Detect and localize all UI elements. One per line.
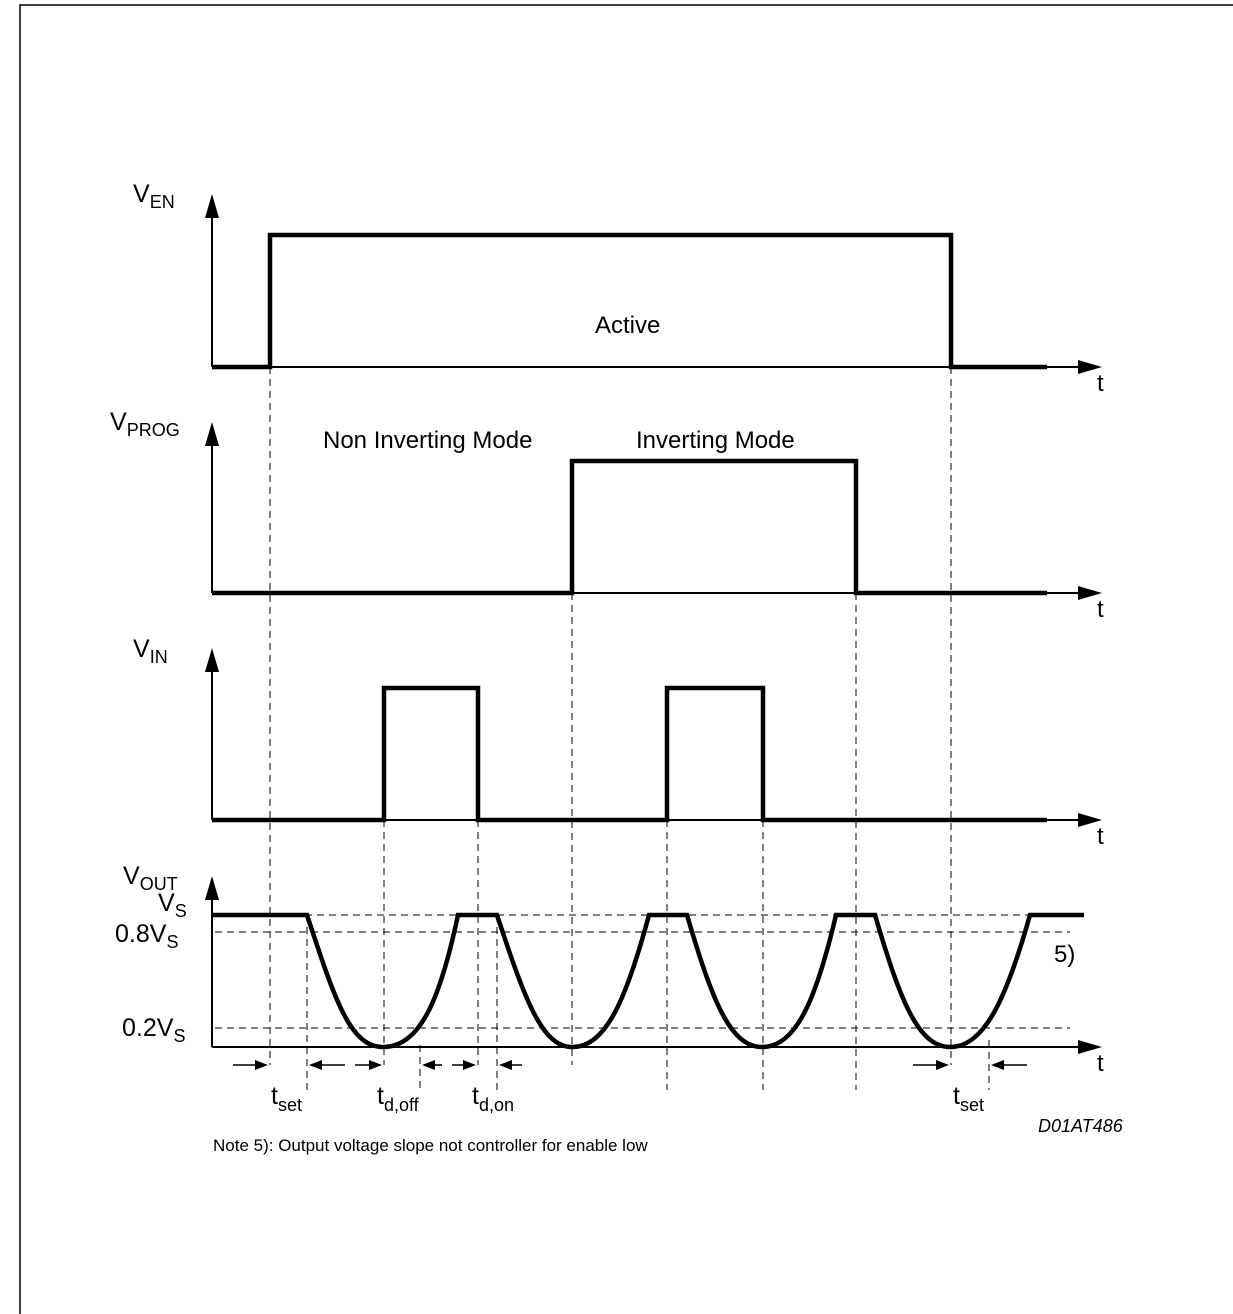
level-vs-label: VS	[158, 889, 187, 921]
tset-right-label: tset	[953, 1082, 984, 1115]
vout-y-arrow	[205, 876, 219, 900]
vprog-t-label: t	[1097, 596, 1104, 623]
vprog-trace	[212, 458, 1047, 596]
vin-t-label: t	[1097, 823, 1104, 850]
non-inverting-mode-label: Non Inverting Mode	[323, 427, 532, 454]
level-08vs-label: 0.8VS	[115, 920, 178, 952]
ven-trace	[212, 232, 1047, 370]
vout-trace	[212, 912, 1084, 1050]
ven-x-arrow	[1078, 360, 1102, 374]
tdoff-arrowhead-in	[369, 1060, 382, 1070]
vin-trace	[212, 685, 1047, 823]
note-ref-label: 5)	[1054, 941, 1075, 968]
tdon-label: td,on	[472, 1082, 514, 1115]
vin-x-arrow	[1078, 813, 1102, 827]
vin-y-arrow	[205, 648, 219, 672]
vprog-label: VPROG	[110, 408, 180, 440]
ven-y-arrow	[205, 194, 219, 218]
active-label: Active	[595, 312, 660, 339]
plot-vin: VIN t	[133, 635, 1104, 850]
tset-left-arrowhead-in	[255, 1060, 268, 1070]
vout-t-label: t	[1097, 1050, 1104, 1077]
tdon-arrowhead-out	[499, 1060, 512, 1070]
page-frame	[19, 4, 1233, 1314]
timing-guides	[215, 367, 1070, 1090]
timing-arrows	[233, 1060, 1027, 1070]
tset-right-arrowhead-in	[936, 1060, 949, 1070]
vout-label: VOUT	[123, 862, 178, 894]
tset-left-label: tset	[271, 1082, 302, 1115]
ven-label: VEN	[133, 180, 175, 212]
ven-t-label: t	[1097, 370, 1104, 397]
tdoff-label: td,off	[377, 1082, 420, 1115]
tset-right-arrowhead-out	[991, 1060, 1004, 1070]
vin-label: VIN	[133, 635, 168, 667]
vprog-x-arrow	[1078, 586, 1102, 600]
vprog-y-arrow	[205, 422, 219, 446]
plot-vout: VOUT t VS 0.8VS 0.2VS 5)	[115, 862, 1104, 1077]
tset-left-arrowhead-out	[309, 1060, 322, 1070]
vout-x-arrow	[1078, 1040, 1102, 1054]
tdoff-arrowhead-out	[422, 1060, 435, 1070]
tdon-arrowhead-in	[463, 1060, 476, 1070]
diagram-code: D01AT486	[1038, 1116, 1124, 1136]
plot-ven: VEN t Active	[133, 180, 1104, 397]
inverting-mode-label: Inverting Mode	[636, 427, 795, 454]
footnote: Note 5): Output voltage slope not contro…	[213, 1136, 648, 1155]
level-02vs-label: 0.2VS	[122, 1014, 185, 1046]
plot-vprog: VPROG t Non Inverting Mode Inverting Mod…	[110, 408, 1104, 623]
